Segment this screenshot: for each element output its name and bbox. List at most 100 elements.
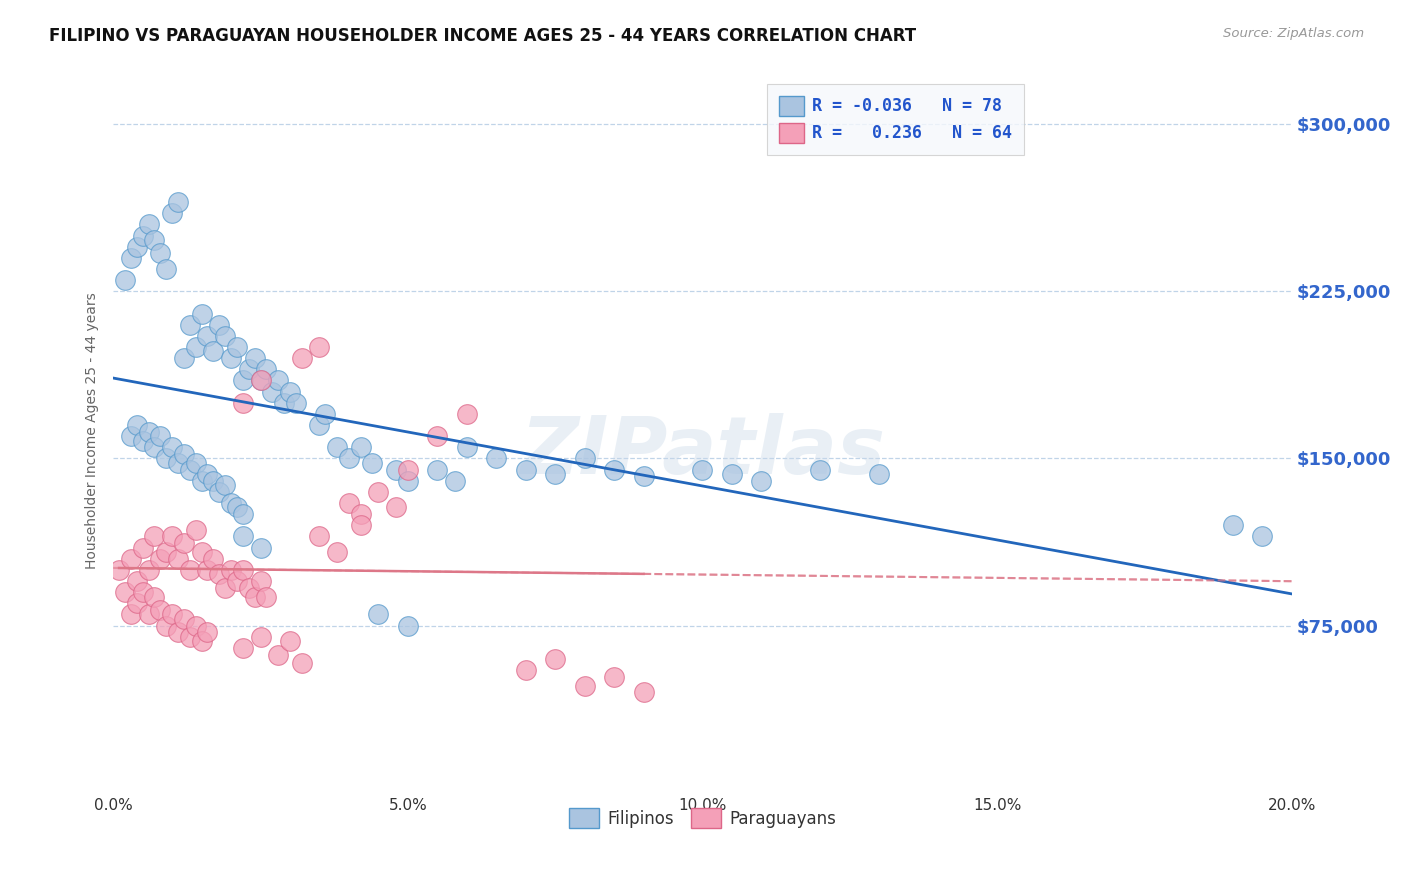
Point [396,462,419,476]
Point [291,351,314,366]
Y-axis label: Householder Income Ages 25 - 44 years: Householder Income Ages 25 - 44 years [86,293,100,569]
Point [179,318,201,332]
Point [184,340,207,354]
Point [190,307,212,321]
Point [179,630,201,644]
Point [751,474,773,488]
Point [219,563,242,577]
Point [149,246,172,260]
Point [249,574,271,588]
Point [367,607,389,622]
Point [184,456,207,470]
Point [125,596,148,610]
Point [308,340,330,354]
Point [232,529,254,543]
Point [232,374,254,388]
Point [254,590,277,604]
Point [125,417,148,432]
Point [278,634,301,648]
Point [197,467,219,481]
Text: FILIPINO VS PARAGUAYAN HOUSEHOLDER INCOME AGES 25 - 44 YEARS CORRELATION CHART: FILIPINO VS PARAGUAYAN HOUSEHOLDER INCOM… [49,27,917,45]
Point [232,563,254,577]
Point [308,529,330,543]
Point [155,262,177,277]
Point [544,467,567,481]
Point [721,467,744,481]
Point [444,474,467,488]
Point [574,451,596,466]
Point [131,228,153,243]
Point [155,545,177,559]
Point [179,462,201,476]
Point [426,462,449,476]
Point [367,484,389,499]
Point [385,500,408,515]
Point [208,567,231,582]
Point [273,395,295,409]
Point [633,469,655,483]
Point [249,630,271,644]
Point [326,545,349,559]
Point [214,478,236,492]
Text: ZIPatlas: ZIPatlas [520,413,884,491]
Point [603,462,626,476]
Point [120,251,142,265]
Point [337,451,360,466]
Point [184,523,207,537]
Point [120,607,142,622]
Point [326,440,349,454]
Point [125,574,148,588]
Point [249,374,271,388]
Point [232,507,254,521]
Point [314,407,336,421]
Point [396,618,419,632]
Point [226,340,249,354]
Point [337,496,360,510]
Point [208,318,231,332]
Point [160,607,183,622]
Point [173,351,195,366]
Point [267,648,290,662]
Point [131,434,153,448]
Point [131,585,153,599]
Point [173,447,195,461]
Point [167,456,190,470]
Point [202,344,225,359]
Point [243,590,266,604]
Point [173,612,195,626]
Point [603,670,626,684]
Point [138,218,160,232]
Point [202,474,225,488]
Point [160,440,183,454]
Point [143,440,166,454]
Point [226,500,249,515]
Point [197,329,219,343]
Point [515,462,537,476]
Point [114,585,136,599]
Point [219,496,242,510]
Point [633,685,655,699]
Point [249,374,271,388]
Point [350,440,373,454]
Point [179,563,201,577]
Point [308,417,330,432]
Point [456,407,478,421]
Point [190,634,212,648]
Point [1222,518,1244,533]
Point [232,395,254,409]
Point [138,563,160,577]
Point [868,467,890,481]
Point [167,625,190,640]
Point [214,329,236,343]
Point [226,574,249,588]
Point [267,374,290,388]
Point [131,541,153,555]
Point [208,484,231,499]
Point [138,607,160,622]
Point [173,536,195,550]
Point [574,679,596,693]
Legend: Filipinos, Paraguayans: Filipinos, Paraguayans [562,801,842,835]
Point [143,590,166,604]
Point [243,351,266,366]
Point [155,618,177,632]
